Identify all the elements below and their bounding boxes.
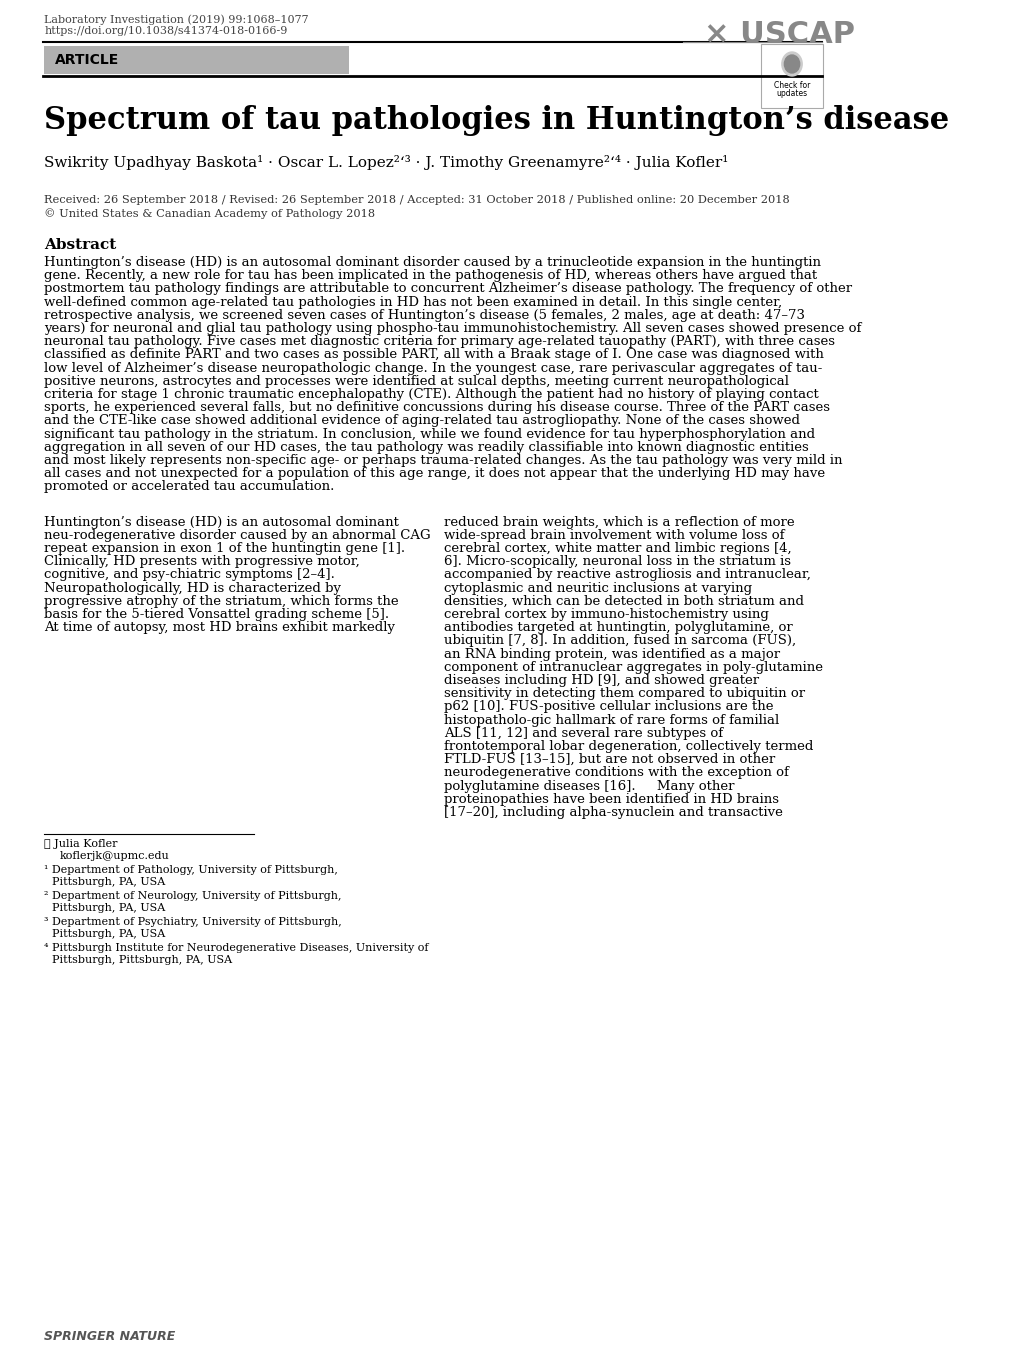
- FancyBboxPatch shape: [761, 43, 821, 108]
- Text: Abstract: Abstract: [44, 238, 116, 252]
- Circle shape: [782, 51, 801, 76]
- Text: well-defined common age-related tau pathologies in HD has not been examined in d: well-defined common age-related tau path…: [44, 295, 782, 309]
- Text: progressive atrophy of the striatum, which forms the: progressive atrophy of the striatum, whi…: [44, 595, 398, 608]
- Circle shape: [784, 56, 799, 73]
- Text: positive neurons, astrocytes and processes were identified at sulcal depths, mee: positive neurons, astrocytes and process…: [44, 375, 789, 388]
- Text: FTLD-FUS [13–15], but are not observed in other: FTLD-FUS [13–15], but are not observed i…: [444, 753, 774, 766]
- Text: antibodies targeted at huntingtin, polyglutamine, or: antibodies targeted at huntingtin, polyg…: [444, 621, 793, 634]
- Text: ³ Department of Psychiatry, University of Pittsburgh,: ³ Department of Psychiatry, University o…: [44, 917, 341, 927]
- Text: Pittsburgh, Pittsburgh, PA, USA: Pittsburgh, Pittsburgh, PA, USA: [52, 955, 231, 965]
- Text: cytoplasmic and neuritic inclusions at varying: cytoplasmic and neuritic inclusions at v…: [444, 581, 752, 595]
- Text: Neuropathologically, HD is characterized by: Neuropathologically, HD is characterized…: [44, 581, 340, 595]
- Text: neu-rodegenerative disorder caused by an abnormal CAG: neu-rodegenerative disorder caused by an…: [44, 528, 430, 542]
- Text: updates: updates: [775, 89, 807, 98]
- Text: ⁴ Pittsburgh Institute for Neurodegenerative Diseases, University of: ⁴ Pittsburgh Institute for Neurodegenera…: [44, 943, 428, 953]
- Text: component of intranuclear aggregates in poly-glutamine: component of intranuclear aggregates in …: [444, 661, 822, 673]
- Text: wide-spread brain involvement with volume loss of: wide-spread brain involvement with volum…: [444, 528, 784, 542]
- Text: postmortem tau pathology findings are attributable to concurrent Alzheimer’s dis: postmortem tau pathology findings are at…: [44, 282, 852, 295]
- Text: densities, which can be detected in both striatum and: densities, which can be detected in both…: [444, 595, 804, 608]
- Text: criteria for stage 1 chronic traumatic encephalopathy (CTE). Although the patien: criteria for stage 1 chronic traumatic e…: [44, 388, 818, 401]
- Text: Huntington’s disease (HD) is an autosomal dominant disorder caused by a trinucle: Huntington’s disease (HD) is an autosoma…: [44, 256, 820, 270]
- Text: koflerjk@upmc.edu: koflerjk@upmc.edu: [59, 851, 169, 860]
- Text: all cases and not unexpected for a population of this age range, it does not app: all cases and not unexpected for a popul…: [44, 467, 824, 480]
- Text: frontotemporal lobar degeneration, collectively termed: frontotemporal lobar degeneration, colle…: [444, 740, 813, 753]
- Text: Check for: Check for: [773, 81, 809, 89]
- Text: ubiquitin [7, 8]. In addition, fused in sarcoma (FUS),: ubiquitin [7, 8]. In addition, fused in …: [444, 634, 796, 648]
- Text: 6]. Micro-scopically, neuronal loss in the striatum is: 6]. Micro-scopically, neuronal loss in t…: [444, 556, 791, 568]
- Text: sensitivity in detecting them compared to ubiquitin or: sensitivity in detecting them compared t…: [444, 687, 805, 701]
- Text: ⨯ USCAP: ⨯ USCAP: [703, 20, 854, 49]
- Text: low level of Alzheimer’s disease neuropathologic change. In the youngest case, r: low level of Alzheimer’s disease neuropa…: [44, 362, 821, 374]
- Text: ✉ Julia Kofler: ✉ Julia Kofler: [44, 839, 117, 850]
- Text: basis for the 5-tiered Vonsattel grading scheme [5].: basis for the 5-tiered Vonsattel grading…: [44, 608, 389, 621]
- Text: © United States & Canadian Academy of Pathology 2018: © United States & Canadian Academy of Pa…: [44, 209, 375, 218]
- Text: and the CTE-like case showed additional evidence of aging-related tau astrogliop: and the CTE-like case showed additional …: [44, 415, 799, 427]
- Text: Pittsburgh, PA, USA: Pittsburgh, PA, USA: [52, 877, 165, 886]
- Text: repeat expansion in exon 1 of the huntingtin gene [1].: repeat expansion in exon 1 of the huntin…: [44, 542, 405, 556]
- Text: promoted or accelerated tau accumulation.: promoted or accelerated tau accumulation…: [44, 481, 334, 493]
- Text: Clinically, HD presents with progressive motor,: Clinically, HD presents with progressive…: [44, 556, 360, 568]
- Text: Laboratory Investigation (2019) 99:1068–1077: Laboratory Investigation (2019) 99:1068–…: [44, 14, 309, 24]
- Text: years) for neuronal and glial tau pathology using phospho-tau immunohistochemist: years) for neuronal and glial tau pathol…: [44, 322, 861, 335]
- Text: [17–20], including alpha-synuclein and transactive: [17–20], including alpha-synuclein and t…: [444, 806, 783, 818]
- Text: p62 [10]. FUS-positive cellular inclusions are the: p62 [10]. FUS-positive cellular inclusio…: [444, 701, 773, 713]
- Text: ARTICLE: ARTICLE: [55, 53, 119, 66]
- Text: histopatholo-gic hallmark of rare forms of familial: histopatholo-gic hallmark of rare forms …: [444, 714, 779, 726]
- Text: aggregation in all seven of our HD cases, the tau pathology was readily classifi: aggregation in all seven of our HD cases…: [44, 440, 808, 454]
- Text: gene. Recently, a new role for tau has been implicated in the pathogenesis of HD: gene. Recently, a new role for tau has b…: [44, 270, 816, 282]
- Text: and most likely represents non-specific age- or perhaps trauma-related changes. : and most likely represents non-specific …: [44, 454, 842, 467]
- Text: ALS [11, 12] and several rare subtypes of: ALS [11, 12] and several rare subtypes o…: [444, 726, 722, 740]
- FancyBboxPatch shape: [44, 46, 350, 75]
- Text: retrospective analysis, we screened seven cases of Huntington’s disease (5 femal: retrospective analysis, we screened seve…: [44, 309, 804, 321]
- Text: Received: 26 September 2018 / Revised: 26 September 2018 / Accepted: 31 October : Received: 26 September 2018 / Revised: 2…: [44, 195, 789, 205]
- Text: sports, he experienced several falls, but no definitive concussions during his d: sports, he experienced several falls, bu…: [44, 401, 829, 415]
- Text: cerebral cortex by immuno-histochemistry using: cerebral cortex by immuno-histochemistry…: [444, 608, 768, 621]
- Text: cerebral cortex, white matter and limbic regions [4,: cerebral cortex, white matter and limbic…: [444, 542, 791, 556]
- Text: proteinopathies have been identified in HD brains: proteinopathies have been identified in …: [444, 793, 779, 806]
- Text: Pittsburgh, PA, USA: Pittsburgh, PA, USA: [52, 928, 165, 939]
- Text: SPRINGER NATURE: SPRINGER NATURE: [44, 1331, 175, 1343]
- Text: accompanied by reactive astrogliosis and intranuclear,: accompanied by reactive astrogliosis and…: [444, 568, 810, 581]
- Text: Huntington’s disease (HD) is an autosomal dominant: Huntington’s disease (HD) is an autosoma…: [44, 516, 398, 528]
- Text: diseases including HD [9], and showed greater: diseases including HD [9], and showed gr…: [444, 673, 759, 687]
- Text: ¹ Department of Pathology, University of Pittsburgh,: ¹ Department of Pathology, University of…: [44, 866, 337, 875]
- Text: an RNA binding protein, was identified as a major: an RNA binding protein, was identified a…: [444, 648, 780, 661]
- Text: At time of autopsy, most HD brains exhibit markedly: At time of autopsy, most HD brains exhib…: [44, 621, 394, 634]
- Text: ² Department of Neurology, University of Pittsburgh,: ² Department of Neurology, University of…: [44, 892, 341, 901]
- Text: Pittsburgh, PA, USA: Pittsburgh, PA, USA: [52, 902, 165, 913]
- Text: neurodegenerative conditions with the exception of: neurodegenerative conditions with the ex…: [444, 767, 789, 779]
- Text: significant tau pathology in the striatum. In conclusion, while we found evidenc: significant tau pathology in the striatu…: [44, 428, 814, 440]
- Text: classified as definite PART and two cases as possible PART, all with a Braak sta: classified as definite PART and two case…: [44, 348, 823, 362]
- Text: reduced brain weights, which is a reflection of more: reduced brain weights, which is a reflec…: [444, 516, 794, 528]
- Text: Spectrum of tau pathologies in Huntington’s disease: Spectrum of tau pathologies in Huntingto…: [44, 104, 949, 136]
- Text: https://doi.org/10.1038/s41374-018-0166-9: https://doi.org/10.1038/s41374-018-0166-…: [44, 26, 287, 37]
- Text: neuronal tau pathology. Five cases met diagnostic criteria for primary age-relat: neuronal tau pathology. Five cases met d…: [44, 335, 835, 348]
- Text: Swikrity Upadhyay Baskota¹ · Oscar L. Lopez²ʻ³ · J. Timothy Greenamyre²ʻ⁴ · Juli: Swikrity Upadhyay Baskota¹ · Oscar L. Lo…: [44, 154, 728, 169]
- Text: cognitive, and psy-chiatric symptoms [2–4].: cognitive, and psy-chiatric symptoms [2–…: [44, 568, 334, 581]
- Text: polyglutamine diseases [16].     Many other: polyglutamine diseases [16]. Many other: [444, 779, 734, 793]
